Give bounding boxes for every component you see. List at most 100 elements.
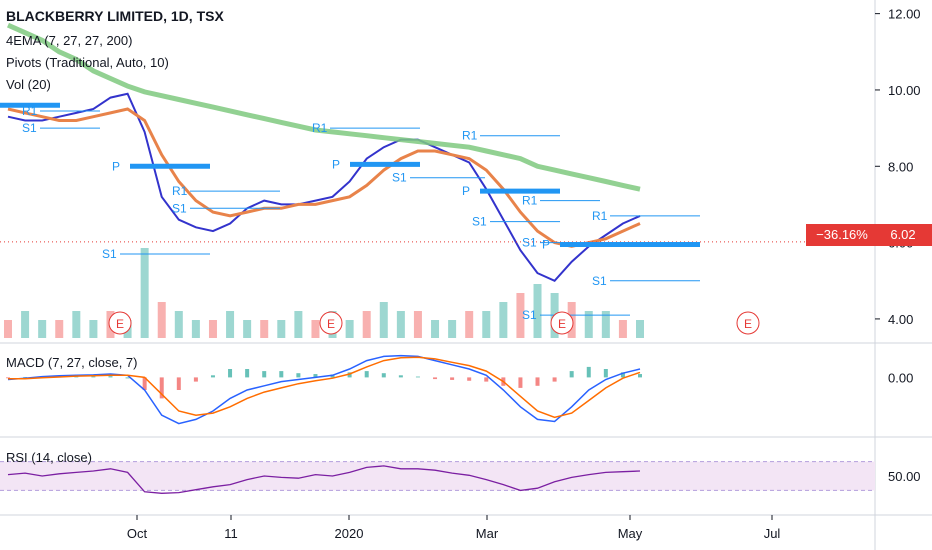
pivot-label: S1 — [522, 308, 537, 322]
volume-bar — [396, 311, 405, 338]
volume-bar — [482, 311, 491, 338]
volume-bar — [499, 302, 508, 338]
volume-bar — [89, 320, 98, 338]
macd-histogram-bar — [398, 375, 403, 378]
macd-histogram-bar — [603, 369, 608, 378]
macd-axis-tick-label: 0.00 — [888, 370, 913, 385]
volume-bar — [4, 320, 12, 338]
volume-bar — [636, 320, 644, 338]
pivot-label: P — [462, 184, 470, 198]
pivot-label: R1 — [522, 194, 538, 208]
volume-bar — [72, 311, 81, 338]
indicator-ema-label[interactable]: 4EMA (7, 27, 27, 200) — [6, 33, 133, 48]
volume-bar — [38, 320, 47, 338]
volume-bar — [533, 284, 542, 338]
last-price-badge: 6.02 — [872, 224, 932, 246]
pivot-label: S1 — [22, 121, 37, 135]
pivot-label: S1 — [472, 215, 487, 229]
macd-histogram-bar — [484, 377, 489, 382]
macd-histogram-bar — [245, 369, 250, 378]
volume-bar — [55, 320, 64, 338]
pivot-label: S1 — [392, 171, 407, 185]
pivot-label: R1 — [462, 129, 478, 143]
macd-histogram-bar — [142, 377, 147, 390]
earnings-marker-label: E — [327, 317, 335, 331]
volume-bar — [21, 311, 30, 338]
pivot-label: P — [332, 157, 340, 171]
time-axis-tick-label: Mar — [476, 526, 499, 541]
volume-bar — [448, 320, 457, 338]
macd-histogram-bar — [74, 376, 79, 378]
macd-histogram-bar — [228, 369, 233, 378]
earnings-marker — [319, 311, 343, 335]
earnings-marker — [108, 311, 132, 335]
pivot-label: R1 — [172, 184, 188, 198]
macd-signal-line — [8, 356, 641, 419]
volume-bar — [431, 320, 440, 338]
ema-line-0 — [7, 92, 641, 283]
earnings-marker-label: E — [744, 317, 752, 331]
macd-histogram-bar — [279, 371, 284, 378]
pivot-label: R1 — [312, 121, 328, 135]
chart-title: BLACKBERRY LIMITED, 1D, TSX — [6, 8, 224, 24]
macd-histogram-bar — [415, 376, 420, 378]
macd-histogram-bar — [108, 376, 113, 378]
earnings-marker-label: E — [558, 317, 566, 331]
macd-label[interactable]: MACD (7, 27, close, 7) — [6, 355, 138, 370]
ema-line-2 — [6, 22, 641, 192]
volume-bar — [618, 320, 627, 338]
macd-histogram-bar — [586, 366, 591, 378]
time-axis-tick-label: Jul — [764, 526, 781, 541]
volume-bar — [345, 320, 354, 338]
rsi-axis-tick-label: 50.00 — [888, 469, 921, 484]
macd-histogram-bar — [518, 377, 523, 388]
macd-histogram-bar — [347, 372, 352, 378]
macd-histogram-bar — [193, 377, 198, 382]
volume-bar — [516, 293, 525, 338]
macd-histogram-bar — [552, 377, 557, 382]
ema-line-1 — [7, 107, 641, 248]
price-axis-tick-label: 10.00 — [888, 83, 921, 98]
macd-histogram-bar — [125, 377, 130, 379]
volume-bar — [311, 320, 320, 338]
volume-bar — [191, 320, 200, 338]
price-axis-tick-label: 8.00 — [888, 159, 913, 174]
macd-histogram-bar — [450, 377, 455, 380]
pivot-label: P — [542, 238, 550, 252]
volume-bar — [260, 320, 269, 338]
indicator-volume-label[interactable]: Vol (20) — [6, 77, 51, 92]
macd-histogram-bar — [638, 374, 642, 378]
volume-bar — [379, 302, 388, 338]
earnings-marker — [736, 311, 760, 335]
volume-bar — [601, 311, 610, 338]
macd-histogram-bar — [433, 377, 438, 380]
rsi-label[interactable]: RSI (14, close) — [6, 450, 92, 465]
macd-histogram-bar — [620, 372, 625, 378]
volume-bar — [140, 248, 149, 338]
pivot-label: P — [112, 159, 120, 173]
macd-histogram-bar — [535, 377, 540, 386]
macd-histogram-bar — [296, 373, 301, 378]
macd-histogram-bar — [6, 377, 10, 379]
price-axis-tick-label: 12.00 — [888, 7, 921, 22]
time-axis-tick-label: 11 — [224, 526, 238, 541]
macd-histogram-bar — [176, 377, 181, 390]
indicator-pivots-label[interactable]: Pivots (Traditional, Auto, 10) — [6, 55, 169, 70]
macd-histogram-bar — [262, 371, 267, 378]
time-axis-tick-label: May — [618, 526, 643, 541]
rsi-band — [0, 461, 875, 491]
volume-bar — [157, 302, 166, 338]
macd-histogram-bar — [467, 377, 472, 381]
volume-bar — [208, 320, 217, 338]
pivot-label: S1 — [522, 236, 537, 250]
volume-bar — [174, 311, 183, 338]
earnings-marker — [550, 311, 574, 335]
volume-bar — [277, 320, 286, 338]
macd-values-line — [7, 354, 641, 425]
volume-bar — [226, 311, 235, 338]
rsi-line — [7, 465, 641, 494]
pivot-label: S1 — [102, 247, 117, 261]
time-axis-tick-label: Oct — [127, 526, 148, 541]
volume-bar — [413, 311, 422, 338]
